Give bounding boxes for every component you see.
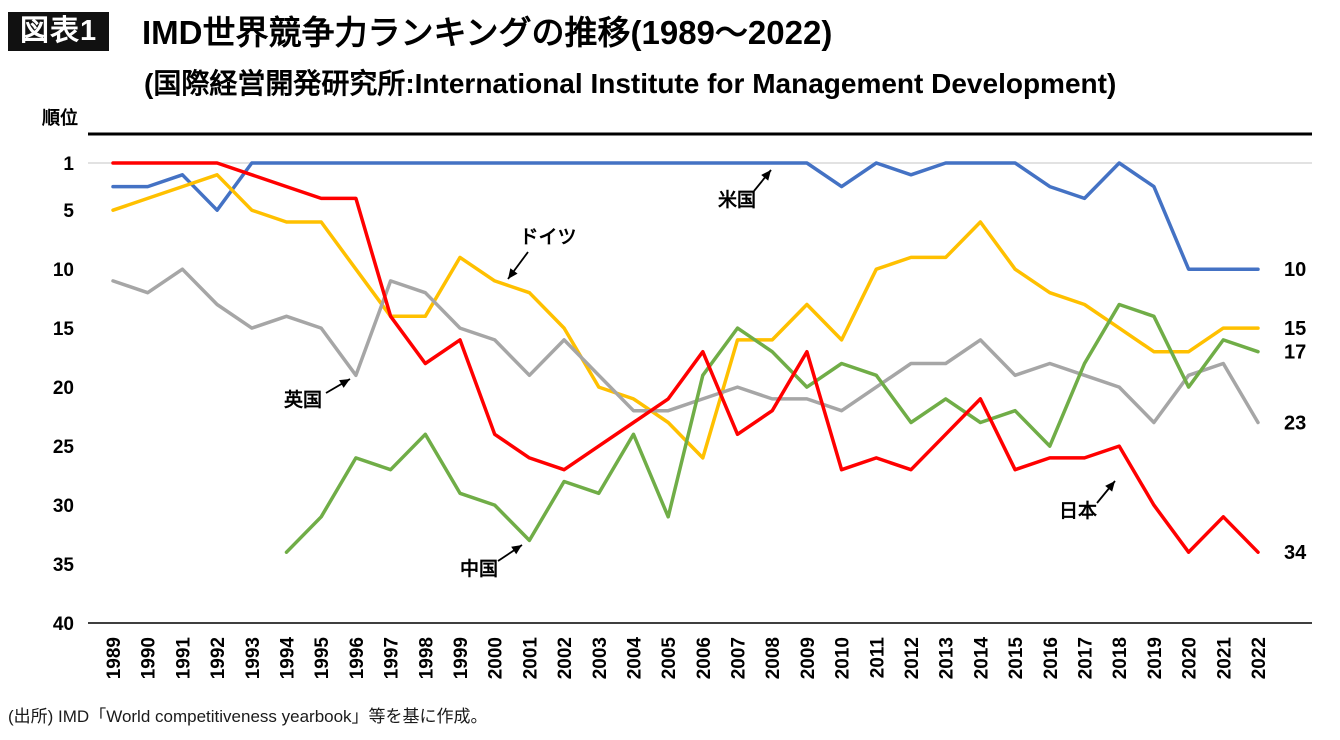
x-tick-label: 2019 (1145, 637, 1166, 679)
annotation-arrowhead (761, 170, 771, 181)
figure-badge: 図表1 (8, 12, 110, 51)
x-tick-label: 2016 (1041, 637, 1062, 679)
series-end-label: 23 (1284, 412, 1306, 434)
x-tick-label: 1989 (104, 637, 125, 679)
y-tick-label: 5 (63, 201, 74, 222)
annotation-arrowhead (511, 545, 522, 555)
x-tick-label: 2003 (590, 637, 611, 679)
series-annotation-label: 英国 (284, 388, 322, 411)
x-tick-label: 2015 (1006, 637, 1027, 680)
x-tick-label: 1993 (243, 637, 264, 679)
x-tick-label: 2021 (1214, 637, 1235, 680)
x-tick-label: 1990 (139, 637, 160, 679)
y-axis-label: 順位 (42, 108, 78, 128)
x-tick-label: 2002 (555, 637, 576, 679)
x-tick-label: 2013 (937, 637, 958, 679)
chart-title: IMD世界競争力ランキングの推移(1989〜2022) (142, 14, 833, 51)
series-annotation-label: 日本 (1059, 499, 1097, 522)
annotation-arrowhead (1105, 481, 1115, 492)
series-end-label: 10 (1284, 259, 1306, 281)
x-tick-label: 2005 (659, 637, 680, 680)
y-tick-label: 1 (63, 154, 74, 175)
x-tick-label: 1996 (347, 637, 368, 679)
x-tick-label: 1994 (277, 637, 298, 680)
y-tick-label: 15 (53, 319, 75, 340)
x-tick-label: 2001 (520, 637, 541, 680)
annotation-arrowhead (339, 379, 350, 388)
x-tick-label: 2014 (971, 637, 992, 680)
y-tick-label: 30 (53, 496, 74, 517)
x-tick-label: 2012 (902, 637, 923, 679)
x-tick-label: 2007 (729, 637, 750, 679)
x-tick-label: 2000 (486, 637, 507, 679)
y-tick-label: 35 (53, 555, 75, 576)
x-tick-label: 1991 (173, 637, 194, 680)
chart-subtitle: (国際経営開発研究所:International Institute for M… (144, 68, 1117, 99)
y-tick-label: 10 (53, 260, 74, 281)
x-tick-label: 2008 (763, 637, 784, 679)
x-tick-label: 2006 (694, 637, 715, 679)
series-annotation-label: 中国 (460, 557, 498, 580)
x-tick-label: 1992 (208, 637, 229, 679)
x-tick-label: 1997 (382, 637, 403, 679)
series-line-uk (111, 267, 1260, 425)
y-tick-label: 25 (53, 437, 75, 458)
source-note: (出所) IMD「World competitiveness yearbook」… (8, 707, 488, 726)
y-tick-label: 20 (53, 378, 74, 399)
x-tick-label: 1998 (416, 637, 437, 679)
series-line-china (284, 302, 1260, 554)
series-annotation-label: 米国 (718, 188, 756, 211)
x-tick-label: 2017 (1076, 637, 1097, 679)
x-tick-label: 2004 (624, 637, 645, 680)
series-line-japan (111, 161, 1260, 554)
x-tick-label: 1999 (451, 637, 472, 679)
x-tick-label: 2011 (867, 637, 888, 679)
annotation-arrowhead (508, 268, 518, 279)
x-tick-label: 2020 (1180, 637, 1201, 679)
series-end-label: 15 (1284, 318, 1306, 340)
series-end-label: 34 (1284, 542, 1307, 564)
x-tick-label: 2022 (1249, 637, 1270, 679)
x-tick-label: 1995 (312, 637, 333, 680)
series-end-label: 17 (1284, 342, 1306, 364)
x-tick-label: 2009 (798, 637, 819, 679)
series-annotation-label: ドイツ (519, 227, 576, 248)
y-tick-label: 40 (53, 614, 74, 635)
series-line-usa (111, 161, 1260, 271)
x-tick-label: 2010 (833, 637, 854, 679)
x-tick-label: 2018 (1110, 637, 1131, 679)
